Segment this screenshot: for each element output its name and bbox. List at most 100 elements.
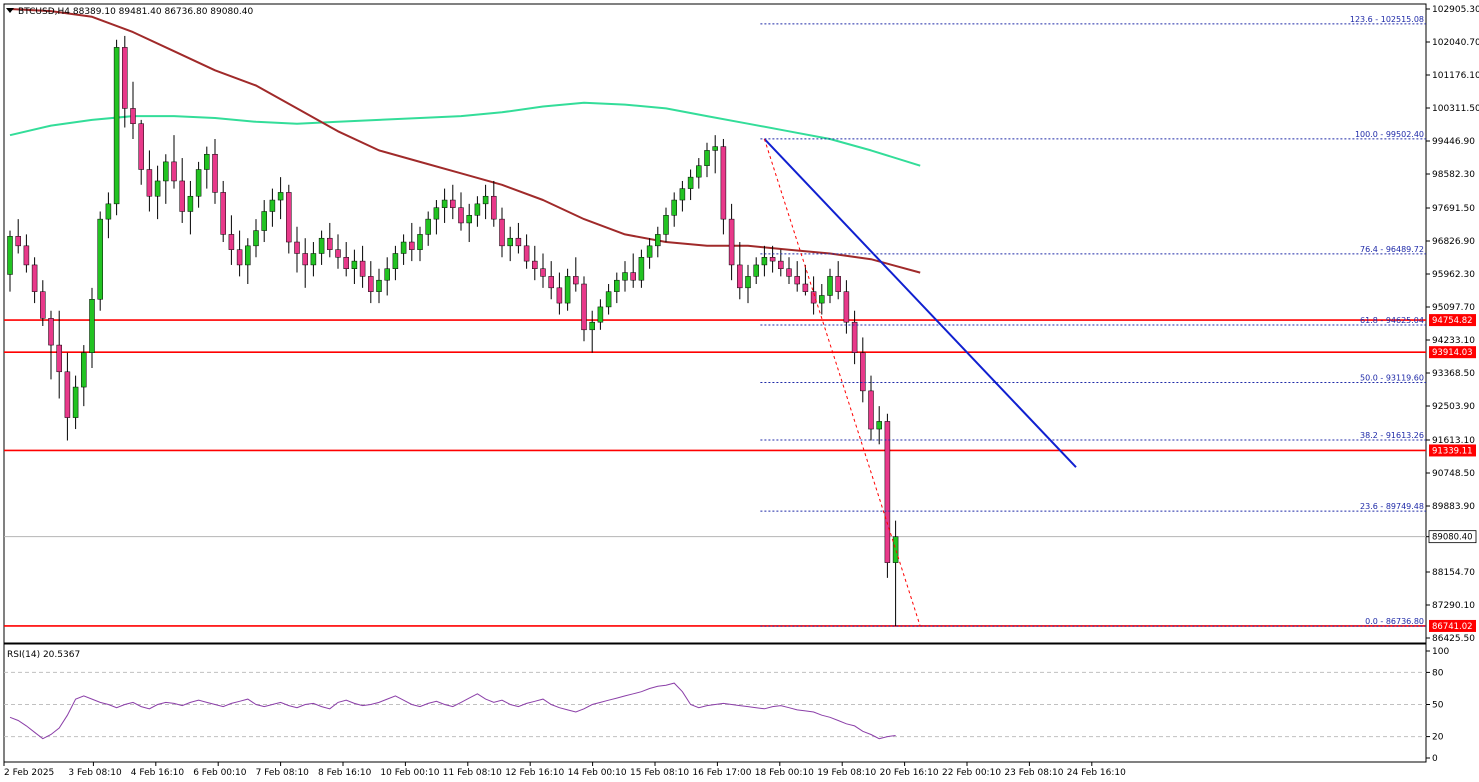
candle-bearish — [236, 249, 243, 266]
candle-bullish — [204, 153, 210, 170]
time-tick-label: 19 Feb 08:10 — [817, 768, 876, 778]
rsi-title: RSI(14) 20.5367 — [7, 650, 80, 660]
price-tick-label: 90748.50 — [1432, 469, 1475, 479]
candle-bearish — [359, 260, 366, 277]
candle-bearish — [794, 276, 800, 285]
time-tick-label: 24 Feb 16:10 — [1067, 768, 1126, 778]
rsi-panel: 100 80 50 20 0 — [4, 647, 1449, 764]
candle-bearish — [499, 218, 505, 247]
support-level-label: 91339.11 — [1432, 446, 1473, 456]
candle-bearish — [302, 253, 308, 266]
candle-bearish — [540, 268, 546, 277]
candle-bullish — [638, 257, 645, 281]
drawings: 123.6 - 102515.08 100.0 - 99502.40 76.4 - … — [760, 15, 1426, 627]
time-tick-label: 11 Feb 08:10 — [443, 768, 502, 778]
candle-bullish — [466, 215, 472, 224]
candle-bearish — [581, 283, 587, 331]
candle-bearish — [130, 108, 136, 124]
candle-bullish — [384, 268, 390, 281]
horizontal-levels — [4, 319, 1426, 627]
candle-bullish — [827, 276, 833, 296]
candle-bullish — [663, 215, 669, 235]
fib-level-label: 23.6 - 89749.48 — [1360, 502, 1424, 511]
price-tick-label: 95962.30 — [1432, 270, 1475, 280]
candle-bearish — [548, 276, 554, 289]
price-tick-label: 102905.30 — [1432, 5, 1479, 15]
time-tick-label: 3 Feb 08:10 — [68, 768, 122, 778]
candle-bearish — [860, 352, 866, 392]
collapse-triangle-icon[interactable] — [6, 8, 14, 13]
candle-bullish — [187, 195, 194, 212]
fib-level-label: 38.2 - 91613.26 — [1360, 431, 1424, 440]
price-tick-label: 93368.50 — [1432, 369, 1475, 379]
candle-bullish — [597, 306, 604, 323]
candle-bearish — [720, 146, 727, 220]
candle-bullish — [589, 321, 595, 331]
candle-bearish — [294, 241, 300, 254]
candle-bearish — [450, 199, 456, 208]
candle-bullish — [564, 276, 571, 304]
candle-bearish — [409, 241, 415, 250]
price-axis: 102905.30 102040.70 101176.10 100311.50 9944… — [1426, 5, 1479, 644]
candle-bullish — [753, 264, 759, 277]
candle-bullish — [425, 218, 431, 235]
support-level-box — [1429, 314, 1476, 327]
price-tick-label: 100311.50 — [1432, 104, 1479, 114]
candle-bearish — [327, 237, 333, 250]
candle-bearish — [515, 237, 522, 247]
candle-bullish — [7, 236, 13, 275]
current-price-label: 89080.40 — [1432, 533, 1473, 543]
candle-bearish — [573, 276, 579, 285]
time-tick-label: 7 Feb 08:10 — [256, 768, 310, 778]
candle-bullish — [261, 211, 267, 231]
candle-bearish — [40, 291, 46, 319]
time-tick-label: 22 Feb 00:10 — [942, 768, 1001, 778]
candle-bullish — [351, 260, 358, 269]
candle-bullish — [72, 386, 79, 418]
price-tick-label: 97691.50 — [1432, 204, 1475, 214]
price-tick-label: 101176.10 — [1432, 71, 1479, 81]
candle-bearish — [343, 257, 349, 269]
candle-bullish — [245, 245, 251, 266]
moving-averages — [9, 8, 921, 274]
candle-bullish — [89, 299, 95, 353]
price-tick-label: 94233.10 — [1432, 336, 1475, 346]
support-level-box — [1429, 619, 1476, 632]
price-tick-label: 102040.70 — [1432, 38, 1479, 48]
price-tick-label: 88154.70 — [1432, 568, 1475, 578]
candle-bearish — [228, 234, 235, 250]
candle-bearish — [630, 272, 636, 281]
candle-bearish — [171, 161, 177, 182]
candles — [7, 35, 899, 627]
time-tick-label: 2 Feb 2025 — [4, 768, 54, 778]
rsi-tick-label: 20 — [1432, 733, 1444, 743]
candle-bullish — [163, 161, 169, 182]
candle-bearish — [835, 276, 841, 292]
candle-bearish — [778, 260, 784, 269]
candle-bullish — [646, 245, 653, 258]
price-tick-label: 98582.30 — [1432, 170, 1475, 180]
candle-bearish — [212, 153, 218, 193]
candle-bullish — [687, 176, 694, 189]
candle-bullish — [113, 47, 120, 205]
chart-header: BTCUSD,H4 88389.10 89481.40 86736.80 890… — [6, 7, 254, 660]
candle-bearish — [146, 169, 153, 197]
time-tick-label: 14 Feb 00:10 — [568, 768, 627, 778]
price-tick-label: 96826.90 — [1432, 237, 1475, 247]
candle-bearish — [56, 344, 62, 373]
candle-bearish — [532, 260, 538, 269]
candle-bearish — [220, 192, 226, 235]
candle-bullish — [482, 195, 489, 205]
candle-bearish — [458, 207, 464, 224]
rsi-line — [9, 682, 896, 740]
candle-bearish — [769, 257, 776, 262]
price-tick-label: 87290.10 — [1432, 601, 1475, 611]
candle-bearish — [728, 218, 735, 266]
candle-bullish — [679, 188, 686, 201]
price-tick-label: 95097.70 — [1432, 303, 1475, 313]
candle-bullish — [696, 165, 702, 178]
candle-bullish — [105, 203, 112, 220]
candle-bullish — [712, 146, 718, 151]
candle-bearish — [786, 268, 792, 277]
